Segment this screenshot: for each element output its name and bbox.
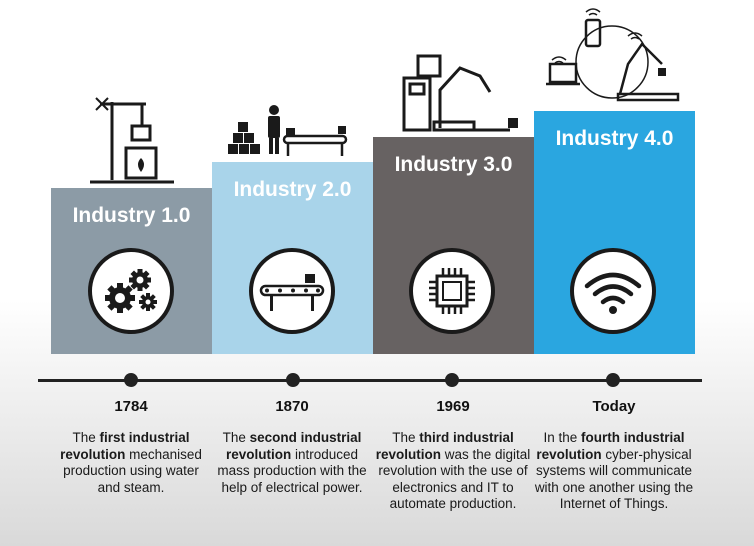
stage-2-year: 1870 xyxy=(275,398,309,415)
timeline-dot-1 xyxy=(124,373,138,387)
gears-icon xyxy=(105,269,157,313)
stage-4-year: Today xyxy=(592,398,636,415)
timeline-dot-3 xyxy=(445,373,459,387)
robot-arm-illustration xyxy=(402,54,518,132)
desc-tail: mechanised production using water and st… xyxy=(63,446,202,495)
stage-4-title: Industry 4.0 xyxy=(555,127,674,150)
steam-engine-illustration xyxy=(90,97,174,184)
iot-network-illustration xyxy=(546,8,680,102)
desc-tail: introduced mass production with the help… xyxy=(217,446,367,495)
stage-4-description: In the fourth industrial revolution cybe… xyxy=(534,430,694,513)
desc-highlight: fourth industrial revolution xyxy=(536,430,685,462)
stage-1-year: 1784 xyxy=(114,398,148,415)
conveyor-belt-icon xyxy=(259,274,325,311)
desc-highlight: first industrial revolution xyxy=(60,430,190,462)
stage-2-title: Industry 2.0 xyxy=(233,178,352,201)
stage-3-circle xyxy=(409,248,495,334)
wifi-icon xyxy=(584,272,642,314)
timeline-dot-4 xyxy=(606,373,620,387)
microchip-icon xyxy=(429,268,475,314)
desc-lead: In the xyxy=(543,430,582,445)
stage-1-title: Industry 1.0 xyxy=(72,204,191,227)
desc-highlight: second industrial revolution xyxy=(225,430,362,462)
desc-tail: was the digital revolution with the use … xyxy=(378,446,531,512)
stage-3-year: 1969 xyxy=(436,398,470,415)
stage-3-description: The third industrial revolution was the … xyxy=(373,430,533,513)
desc-tail: cyber-physical systems will communicate … xyxy=(534,446,694,512)
desc-lead: The xyxy=(222,430,250,445)
desc-lead: The xyxy=(72,430,100,445)
stage-2-description: The second industrial revolution introdu… xyxy=(212,430,372,496)
stage-2-circle xyxy=(249,248,335,334)
desc-lead: The xyxy=(392,430,420,445)
timeline-dot-2 xyxy=(286,373,300,387)
stage-3-title: Industry 3.0 xyxy=(394,153,513,176)
timeline-axis xyxy=(38,379,702,382)
stage-1-circle xyxy=(88,248,174,334)
stage-4-circle xyxy=(570,248,656,334)
desc-highlight: third industrial revolution xyxy=(375,430,514,462)
stage-1-description: The first industrial revolution mechanis… xyxy=(51,430,211,496)
factory-workers-illustration xyxy=(228,105,348,156)
